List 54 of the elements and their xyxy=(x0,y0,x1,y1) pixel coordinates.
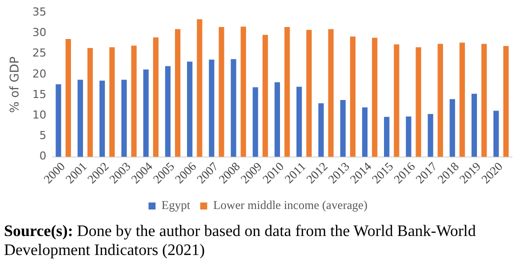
bar xyxy=(66,38,71,157)
bar xyxy=(121,80,127,157)
legend-label: Lower middle income (average) xyxy=(213,198,368,212)
y-tick-label: 25 xyxy=(32,46,46,60)
bar xyxy=(460,42,465,157)
bar xyxy=(503,46,509,157)
bar xyxy=(143,69,149,157)
bar xyxy=(406,116,412,157)
bar xyxy=(165,66,171,157)
bar xyxy=(416,47,422,157)
bar xyxy=(78,80,84,157)
bar xyxy=(481,44,487,157)
y-tick-label: 20 xyxy=(32,67,46,80)
bar xyxy=(450,99,456,157)
bar xyxy=(230,59,236,157)
bar xyxy=(328,29,334,157)
bar xyxy=(350,36,356,157)
y-tick-label: 35 xyxy=(32,5,46,18)
bar xyxy=(472,94,477,157)
bar xyxy=(153,37,159,157)
bar xyxy=(372,38,378,157)
bar xyxy=(196,19,202,157)
bar xyxy=(252,87,258,157)
bar xyxy=(274,82,280,157)
bar xyxy=(208,60,214,157)
y-tick-label: 0 xyxy=(39,150,46,163)
bar xyxy=(109,47,115,157)
bar xyxy=(174,29,180,157)
source-note: Source(s): Done by the author based on data from the World Bank-World Development Indicators (2021) xyxy=(4,223,476,259)
bar xyxy=(240,26,246,157)
bar xyxy=(218,27,224,157)
bar xyxy=(187,62,192,157)
y-tick-label: 10 xyxy=(32,108,46,122)
bar xyxy=(438,44,444,157)
bar xyxy=(306,30,312,157)
bar xyxy=(493,110,499,157)
bar xyxy=(56,84,62,157)
bar xyxy=(131,46,137,157)
y-tick-label: 5 xyxy=(39,129,46,142)
bar xyxy=(318,103,324,157)
bar xyxy=(362,107,368,157)
bar xyxy=(99,80,105,157)
legend-label: Egypt xyxy=(162,198,191,212)
bar xyxy=(384,116,390,157)
bar xyxy=(340,100,346,157)
bar xyxy=(284,27,290,157)
bar xyxy=(262,34,268,157)
y-tick-label: 15 xyxy=(32,88,46,101)
bar xyxy=(394,44,400,157)
y-axis-title: % of GDP xyxy=(7,56,22,113)
bar xyxy=(428,114,434,157)
y-tick-label: 30 xyxy=(32,26,46,40)
bar xyxy=(87,48,93,157)
bar xyxy=(296,86,302,157)
